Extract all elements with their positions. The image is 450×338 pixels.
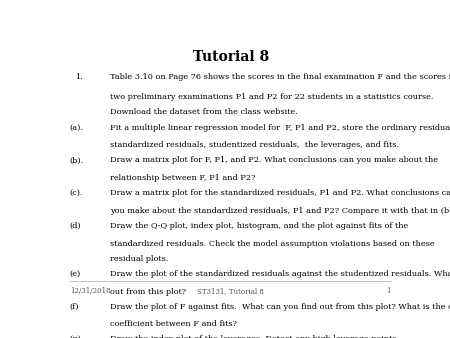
Text: (e): (e)	[69, 270, 81, 278]
Text: (d): (d)	[69, 222, 81, 230]
Text: ST3131, Tutorial 8: ST3131, Tutorial 8	[197, 287, 264, 295]
Text: (f): (f)	[69, 303, 79, 311]
Text: Draw the index plot of the leverages. Detect any high leverage points.: Draw the index plot of the leverages. De…	[110, 335, 400, 338]
Text: Draw the Q-Q plot, index plot, histogram, and the plot against fits of the: Draw the Q-Q plot, index plot, histogram…	[110, 222, 409, 230]
Text: residual plots.: residual plots.	[110, 255, 169, 263]
Text: Tutorial 8: Tutorial 8	[193, 50, 269, 64]
Text: Table 3.10 on Page 76 shows the scores in the final examination F and the scores: Table 3.10 on Page 76 shows the scores i…	[110, 73, 450, 81]
Text: Draw the plot of F against fits.  What can you find out from this plot? What is : Draw the plot of F against fits. What ca…	[110, 303, 450, 311]
Text: (a).: (a).	[69, 124, 84, 131]
Text: Draw the plot of the standardized residuals against the studentized residuals. W: Draw the plot of the standardized residu…	[110, 270, 450, 278]
Text: 1.: 1.	[76, 73, 83, 81]
Text: Draw a matrix plot for the standardized residuals, P1 and P2. What conclusions c: Draw a matrix plot for the standardized …	[110, 189, 450, 197]
Text: (c).: (c).	[69, 189, 83, 197]
Text: standardized residuals, studentized residuals,  the leverages, and fits.: standardized residuals, studentized resi…	[110, 141, 400, 149]
Text: (b).: (b).	[69, 156, 84, 164]
Text: relationship between F, P1 and P2?: relationship between F, P1 and P2?	[110, 174, 256, 182]
Text: (g): (g)	[69, 335, 81, 338]
Text: coefficient between F and fits?: coefficient between F and fits?	[110, 320, 237, 328]
Text: Fit a multiple linear regression model for  F, P1 and P2, store the ordinary res: Fit a multiple linear regression model f…	[110, 124, 450, 131]
Text: standardized residuals. Check the model assumption violations based on these: standardized residuals. Check the model …	[110, 240, 435, 248]
Text: you make about the standardized residuals, P1 and P2? Compare it with that in (b: you make about the standardized residual…	[110, 207, 450, 215]
Text: two preliminary examinations P1 and P2 for 22 students in a statistics course.: two preliminary examinations P1 and P2 f…	[110, 93, 434, 101]
Text: Draw a matrix plot for F, P1, and P2. What conclusions can you make about the: Draw a matrix plot for F, P1, and P2. Wh…	[110, 156, 438, 164]
Text: Download the dataset from the class website.: Download the dataset from the class webs…	[110, 108, 298, 117]
Text: out from this plot?: out from this plot?	[110, 288, 186, 295]
Text: 1: 1	[387, 287, 391, 295]
Text: 12/31/2018: 12/31/2018	[70, 287, 111, 295]
